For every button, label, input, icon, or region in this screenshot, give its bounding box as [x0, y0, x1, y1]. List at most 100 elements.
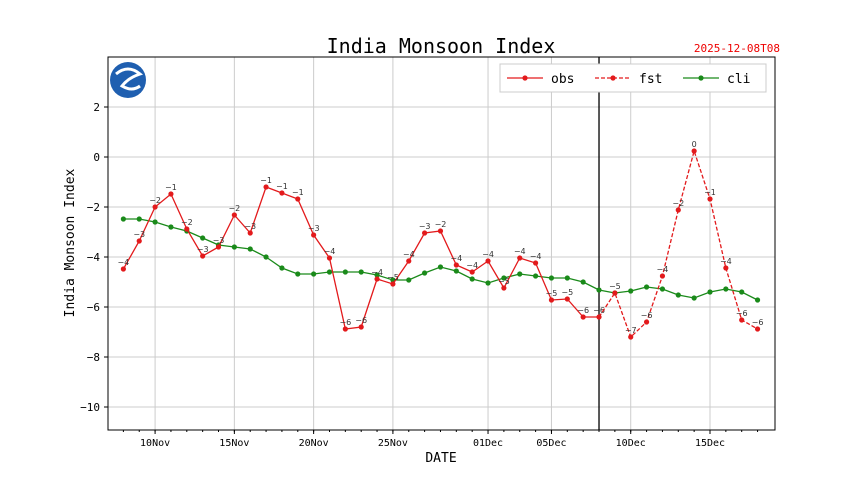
obs-point-label: −4 [324, 247, 336, 256]
fst-point-label: 0 [692, 140, 697, 149]
obs-point-label: −6 [577, 306, 589, 315]
obs-point-label: −5 [498, 277, 510, 286]
fst-point-label: −6 [641, 311, 653, 320]
obs-point-label: −5 [546, 289, 558, 298]
fst-point [754, 326, 761, 332]
obs-series-line [122, 186, 600, 330]
obs-point-label: −5 [561, 288, 573, 297]
obs-point [390, 281, 396, 287]
obs-point [580, 314, 586, 320]
x-tick-label: 01Dec [473, 438, 503, 449]
obs-point-label: −1 [165, 183, 177, 192]
obs-point-label: −1 [276, 182, 288, 191]
obs-point [120, 266, 126, 272]
obs-point [453, 262, 459, 268]
obs-point-label: −2 [181, 218, 193, 227]
logo [110, 62, 146, 98]
obs-point-label: −1 [260, 176, 272, 185]
fst-point [739, 317, 745, 323]
obs-point [437, 228, 444, 234]
obs-point-label: −6 [339, 318, 351, 327]
timestamp: 2025-12-08T08 [694, 42, 780, 55]
cli-point [548, 275, 555, 281]
cli-point [120, 216, 126, 222]
cli-point [596, 287, 602, 293]
y-tick-label: −4 [87, 251, 101, 264]
obs-point [422, 230, 428, 236]
cli-point [501, 275, 507, 281]
cli-point [136, 216, 142, 222]
obs-point-label: −4 [530, 252, 542, 261]
cli-point [707, 289, 713, 295]
chart-title: India Monsoon Index [327, 34, 556, 58]
obs-point-label: −3 [197, 245, 209, 254]
cli-point [263, 254, 269, 260]
cli-point [723, 286, 729, 292]
obs-point [295, 196, 301, 202]
obs-point [485, 258, 491, 264]
obs-point [168, 191, 174, 197]
obs-legend-label: obs [551, 72, 574, 87]
cli-point [564, 275, 570, 281]
obs-point [469, 269, 475, 275]
fst-point [659, 273, 666, 279]
obs-point-label: −6 [355, 316, 367, 325]
obs-point-label: −4 [450, 254, 462, 263]
y-tick-label: 0 [93, 151, 100, 164]
fst-point [691, 148, 697, 154]
cli-point [422, 270, 428, 276]
obs-point-label: −2 [228, 204, 240, 213]
cli-point [532, 273, 539, 279]
obs-point [215, 244, 222, 250]
y-tick-label: 2 [93, 101, 100, 114]
fst-point [675, 207, 681, 213]
x-axis-label: DATE [425, 451, 456, 466]
x-tick-label: 10Dec [616, 438, 646, 449]
cli-point [469, 276, 475, 282]
obs-point-label: −2 [149, 196, 161, 205]
fst-point-label: −4 [720, 257, 732, 266]
cli-point [643, 284, 650, 290]
obs-point [564, 296, 570, 302]
plot-frame [107, 56, 776, 431]
fst-point [612, 290, 618, 296]
obs-point [374, 276, 380, 282]
y-tick-label: −10 [80, 401, 100, 414]
x-tick-label: 20Nov [299, 438, 329, 449]
obs-point-label: −2 [435, 220, 447, 229]
cli-point [691, 295, 697, 301]
obs-point [517, 255, 523, 261]
fst-point [723, 265, 729, 271]
obs-point [231, 212, 237, 218]
fst-legend-label: fst [639, 72, 662, 87]
cli-point [358, 269, 364, 275]
obs-point [358, 324, 364, 330]
fst-series-line [598, 148, 758, 339]
obs-point [342, 326, 348, 332]
fst-legend-marker [610, 75, 616, 81]
obs-point [200, 253, 206, 259]
cli-point [247, 246, 253, 252]
cli-point [279, 265, 285, 271]
obs-point-label: −4 [466, 261, 478, 270]
cli-point [754, 297, 761, 303]
obs-point [501, 285, 507, 291]
obs-point [532, 260, 539, 266]
x-tick-label: 15Nov [219, 438, 249, 449]
cli-point [326, 269, 333, 275]
obs-point [263, 184, 269, 190]
y-tick-label: −6 [87, 301, 100, 314]
obs-legend-marker [522, 75, 528, 81]
obs-point [152, 204, 158, 210]
obs-point-label: −3 [244, 222, 256, 231]
obs-point-label: −4 [482, 250, 494, 259]
y-tick-label: −8 [87, 351, 100, 364]
cli-point [295, 271, 301, 277]
cli-point [200, 235, 206, 241]
legend: obs fst cli [499, 63, 767, 93]
obs-point-label: −4 [117, 258, 129, 267]
cli-point [659, 286, 666, 292]
cli-point [453, 268, 459, 274]
obs-point-label: −4 [403, 250, 415, 259]
